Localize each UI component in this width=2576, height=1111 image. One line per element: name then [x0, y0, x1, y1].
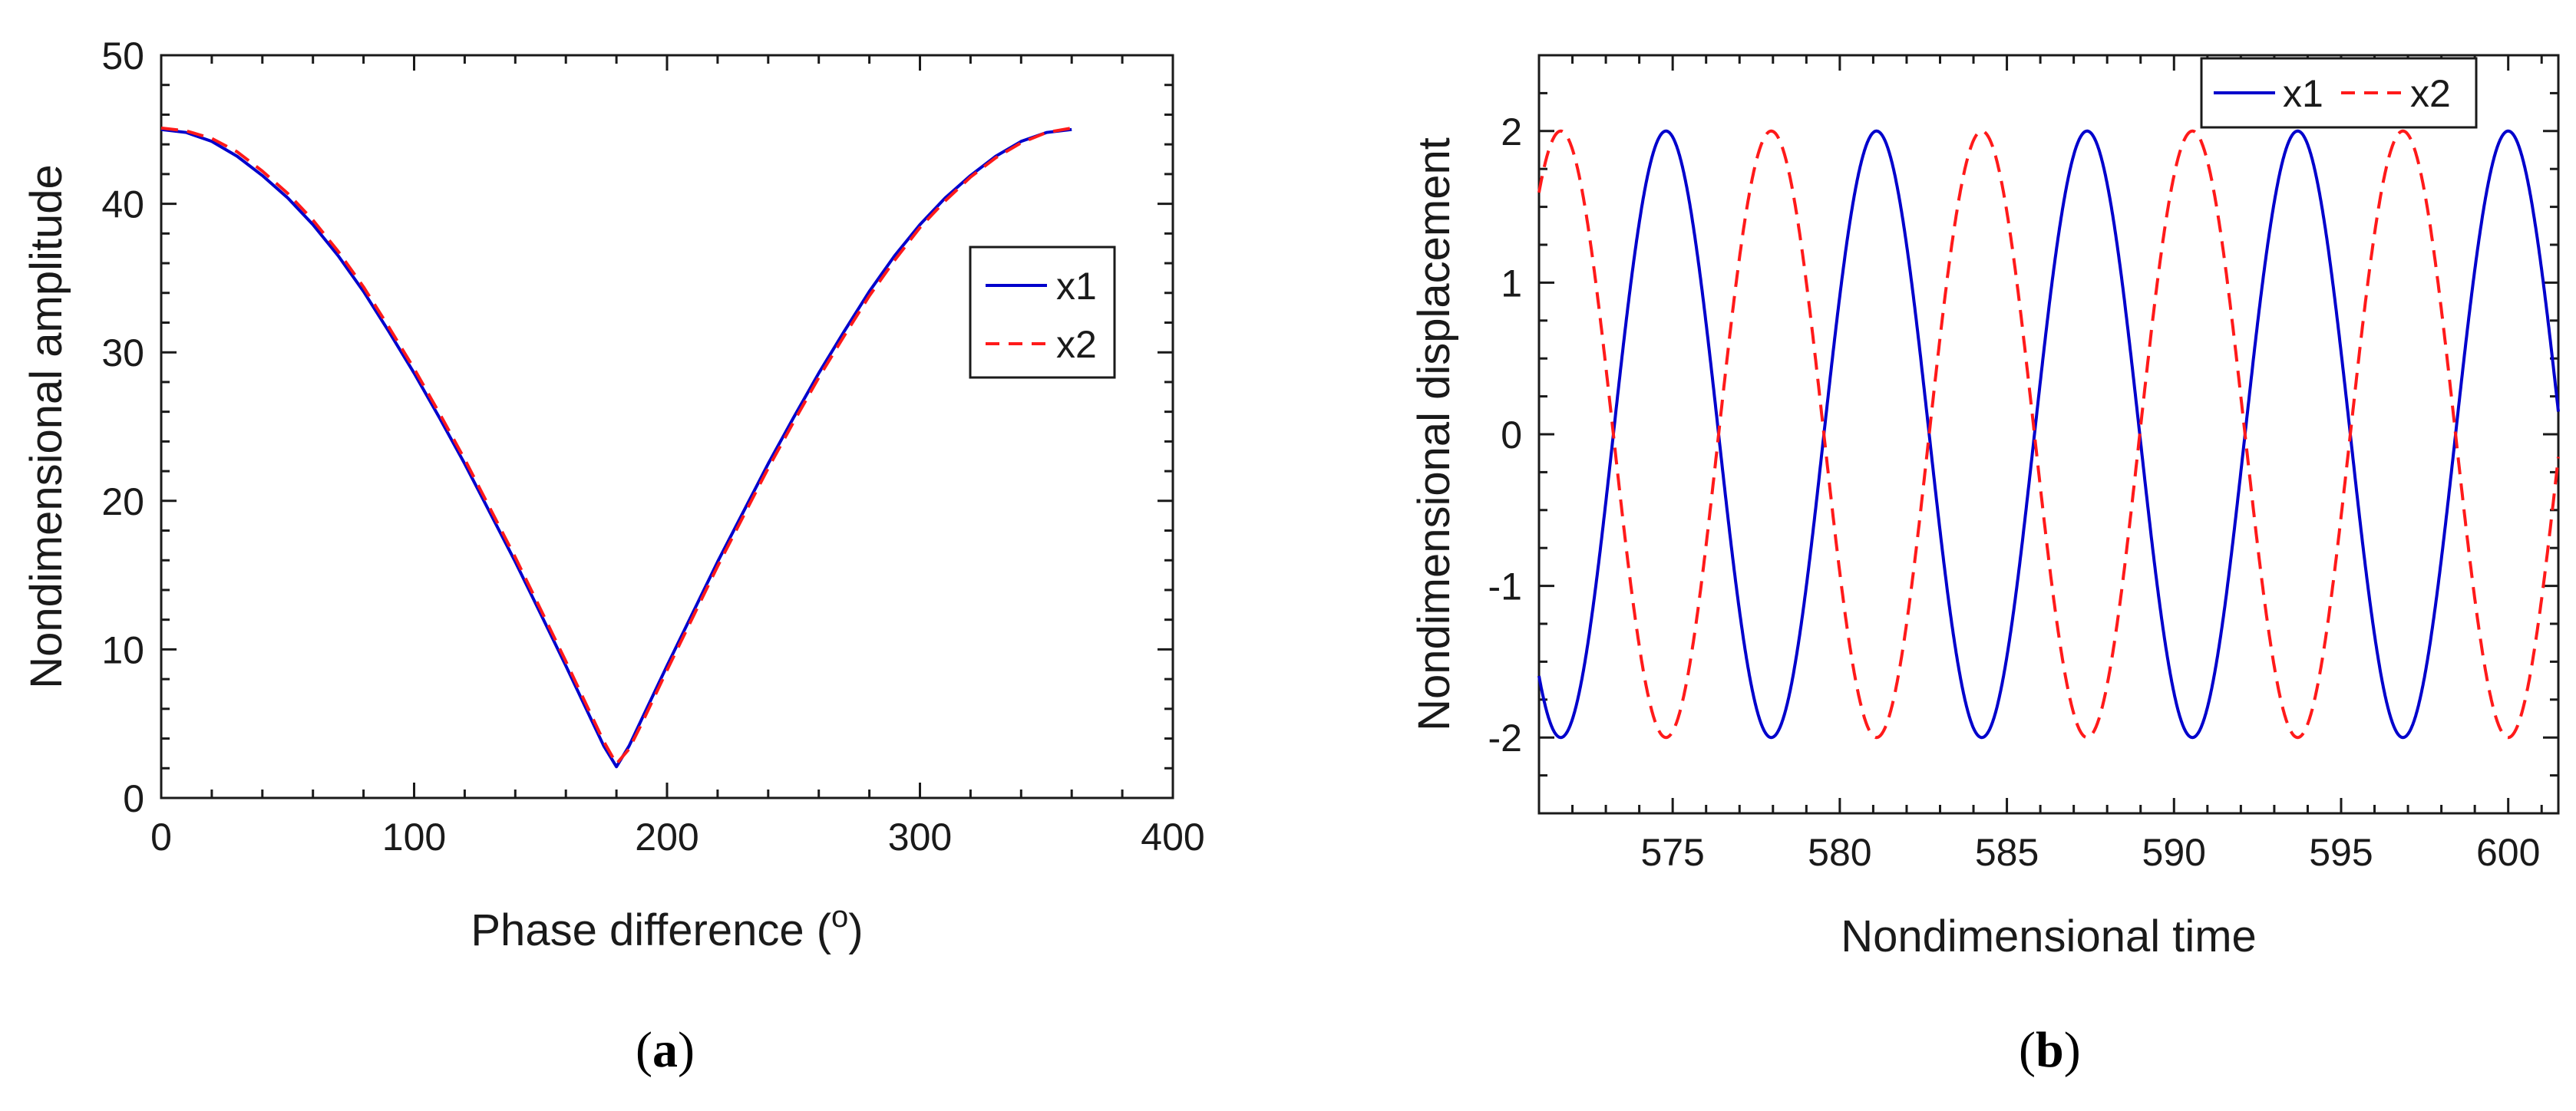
x-tick-label: 585	[1975, 831, 2039, 874]
series-line-x2	[160, 126, 1072, 766]
chart-panel-a: 0 100 200 300 400 0 10 20 30 40 50 Phase…	[21, 35, 1205, 1078]
y-axis-title-b: Nondimensional displacement	[1409, 137, 1459, 731]
x-tick-label: 200	[635, 816, 698, 859]
x-tick-label: 0	[150, 816, 172, 859]
y-tick-label: 0	[1501, 414, 1522, 457]
x-axis-title-a: Phase difference (o)	[471, 900, 863, 955]
y-tick-label: 2	[1501, 110, 1522, 153]
series-line-x2	[1537, 129, 2560, 740]
y-tick-label: -2	[1488, 717, 1522, 760]
y-tick-labels-b: -2 -1 0 1 2	[1488, 110, 1522, 760]
x-tick-label: 580	[1808, 831, 1871, 874]
legend-label-x2: x2	[1056, 323, 1097, 366]
x-tick-labels-b: 575 580 585 590 595 600	[1640, 831, 2540, 874]
chart-panel-b: 575 580 585 590 595 600 -2 -1 0 1 2 Nond…	[1409, 54, 2560, 1078]
y-tick-label: 40	[101, 183, 144, 226]
series-line-x1	[160, 127, 1072, 769]
series-line-x1	[1537, 129, 2560, 740]
x-tick-label: 400	[1141, 816, 1204, 859]
x-tick-label: 600	[2476, 831, 2540, 874]
legend-a: x1 x2	[969, 246, 1116, 379]
y-tick-label: 10	[101, 628, 144, 671]
plot-area-frame-b	[1537, 54, 2560, 815]
x-tick-label: 100	[382, 816, 446, 859]
x-tick-label: 595	[2309, 831, 2373, 874]
y-tick-label: 30	[101, 331, 144, 374]
y-tick-label: -1	[1488, 565, 1522, 608]
y-tick-label: 20	[101, 480, 144, 523]
legend-b: x1 x2	[2200, 57, 2478, 129]
panel-label-a: (a)	[636, 1022, 695, 1078]
y-tick-label: 0	[123, 777, 144, 820]
x-tick-label: 575	[1640, 831, 1704, 874]
series-group-b	[1537, 129, 2560, 740]
x-tick-label: 590	[2142, 831, 2206, 874]
legend-label-x1: x1	[1056, 265, 1097, 308]
y-axis-title-a: Nondimensional amplitude	[21, 164, 71, 689]
y-tick-label: 50	[101, 35, 144, 77]
x-tick-label: 300	[888, 816, 952, 859]
x-tick-labels-a: 0 100 200 300 400	[150, 816, 1205, 859]
legend-label-x2: x2	[2410, 72, 2451, 115]
plot-area-frame-a	[160, 54, 1174, 799]
panel-label-b: (b)	[2019, 1022, 2081, 1078]
tick-marks-b	[1537, 54, 2558, 815]
x-axis-title-b: Nondimensional time	[1841, 912, 2257, 961]
series-group-a	[160, 126, 1072, 769]
y-tick-labels-a: 0 10 20 30 40 50	[101, 35, 144, 820]
legend-box-a	[969, 246, 1116, 379]
tick-marks-a	[160, 54, 1174, 799]
y-tick-label: 1	[1501, 262, 1522, 305]
legend-label-x1: x1	[2283, 72, 2323, 115]
